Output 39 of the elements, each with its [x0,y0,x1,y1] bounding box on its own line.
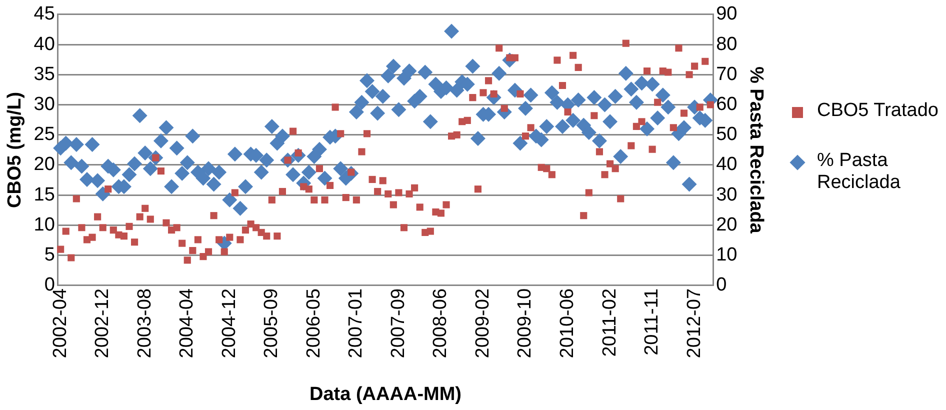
y2-tick-label: 70 [716,64,738,85]
y2-tick-label: 10 [716,244,738,266]
x-tick-label: 2004-12 [218,288,240,358]
y-tick-label: 10 [34,214,55,236]
x-tick-label: 2004-04 [176,288,198,358]
x-tick-label: 2010-06 [557,288,578,358]
x-tick-label: 2008-06 [430,288,452,358]
x-tick-label: 2011-02 [599,288,620,357]
y2-tick-label: 20 [716,214,738,236]
x-tick-label: 2009-10 [514,288,536,358]
y2-tick-label: 0 [716,274,727,296]
y-axis-title: CBO5 (mg/L) [4,92,26,208]
x-axis-title: Data (AAAA-MM) [310,384,462,405]
x-tick-label: 2003-08 [134,288,156,358]
y2-tick-label: 30 [716,184,738,206]
y-tick-label: 25 [34,124,55,146]
x-tick-label: 2007-09 [388,288,409,358]
y-tick-label: 15 [34,184,55,206]
x-tick-label: 2002-12 [92,288,114,358]
legend-label: CBO5 Tratado [817,100,938,122]
y2-tick-label: 60 [716,94,738,115]
y-tick-label: 20 [34,154,55,176]
y2-tick-label: 90 [716,4,738,25]
x-tick-label: 2009-02 [472,288,494,358]
y-tick-label: 5 [44,244,55,266]
legend-label: % Pasta Reciclada [817,150,902,194]
y2-axis-title: % Pasta Reciclada [745,66,766,234]
x-tick-label: 2012-07 [684,288,705,358]
y2-tick-label: 80 [716,34,738,55]
x-tick-label: 2007-01 [346,288,367,358]
y-tick-label: 40 [34,34,55,55]
y2-tick-label: 40 [716,154,738,176]
x-tick-label: 2011-11 [642,288,663,356]
y-tick-label: 30 [34,94,55,115]
y-tick-label: 45 [34,4,55,25]
y2-tick-label: 50 [716,124,738,146]
x-tick-label: 2006-05 [303,288,324,358]
x-tick-label: 2005-09 [261,288,282,358]
y-tick-label: 35 [34,64,55,85]
